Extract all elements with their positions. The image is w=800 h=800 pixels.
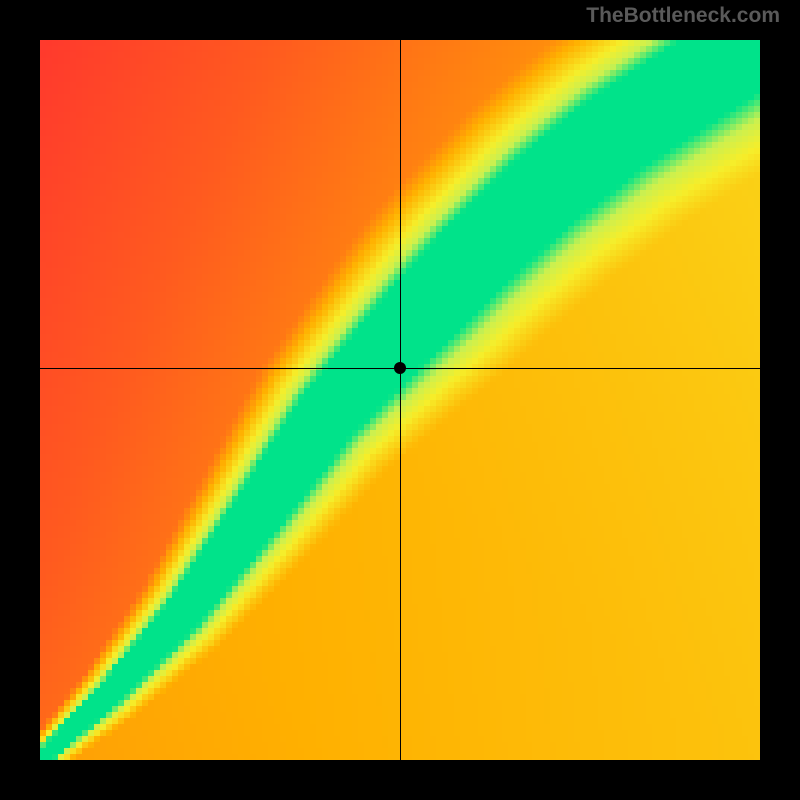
chart-container: TheBottleneck.com [0, 0, 800, 800]
watermark-text: TheBottleneck.com [586, 4, 780, 28]
bottleneck-heatmap [40, 40, 760, 760]
plot-area [40, 40, 760, 760]
